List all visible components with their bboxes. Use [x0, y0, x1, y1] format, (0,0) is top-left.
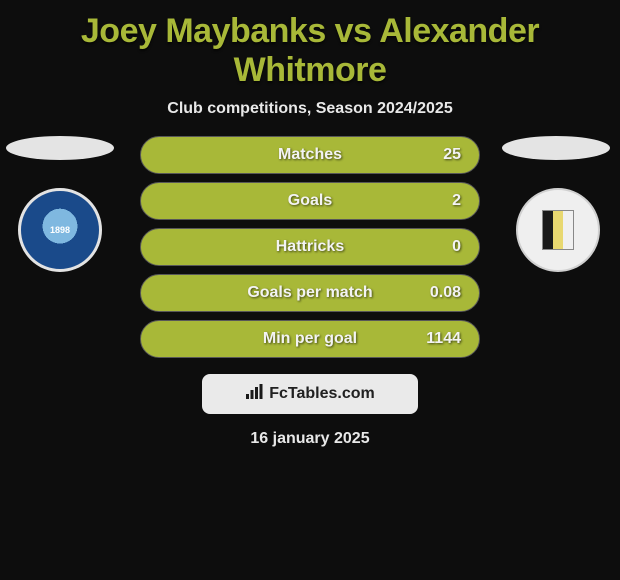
- comparison-content: 1898 Matches 25 Goals 2 Hattricks 0 Goal…: [0, 136, 620, 448]
- stat-row-hattricks: Hattricks 0: [140, 228, 480, 266]
- stat-bars: Matches 25 Goals 2 Hattricks 0 Goals per…: [140, 136, 480, 358]
- date-line: 16 january 2025: [0, 414, 620, 448]
- bar-chart-icon: [245, 384, 263, 404]
- stat-fill: [141, 321, 479, 357]
- brand-text: FcTables.com: [269, 385, 375, 403]
- crest-right-mark: [542, 210, 574, 250]
- stat-fill: [141, 137, 479, 173]
- stat-fill: [141, 183, 479, 219]
- club-crest-right: [516, 188, 600, 272]
- stat-row-min-per-goal: Min per goal 1144: [140, 320, 480, 358]
- player-left-shadow: [6, 136, 114, 160]
- brand-card[interactable]: FcTables.com: [202, 374, 418, 414]
- stat-fill: [141, 229, 479, 265]
- subtitle: Club competitions, Season 2024/2025: [0, 94, 620, 136]
- player-right-shadow: [502, 136, 610, 160]
- page-title: Joey Maybanks vs Alexander Whitmore: [0, 0, 620, 94]
- stat-fill: [141, 275, 479, 311]
- club-crest-left: 1898: [18, 188, 102, 272]
- stat-row-goals: Goals 2: [140, 182, 480, 220]
- crest-left-year: 1898: [50, 226, 70, 235]
- stat-row-goals-per-match: Goals per match 0.08: [140, 274, 480, 312]
- stat-row-matches: Matches 25: [140, 136, 480, 174]
